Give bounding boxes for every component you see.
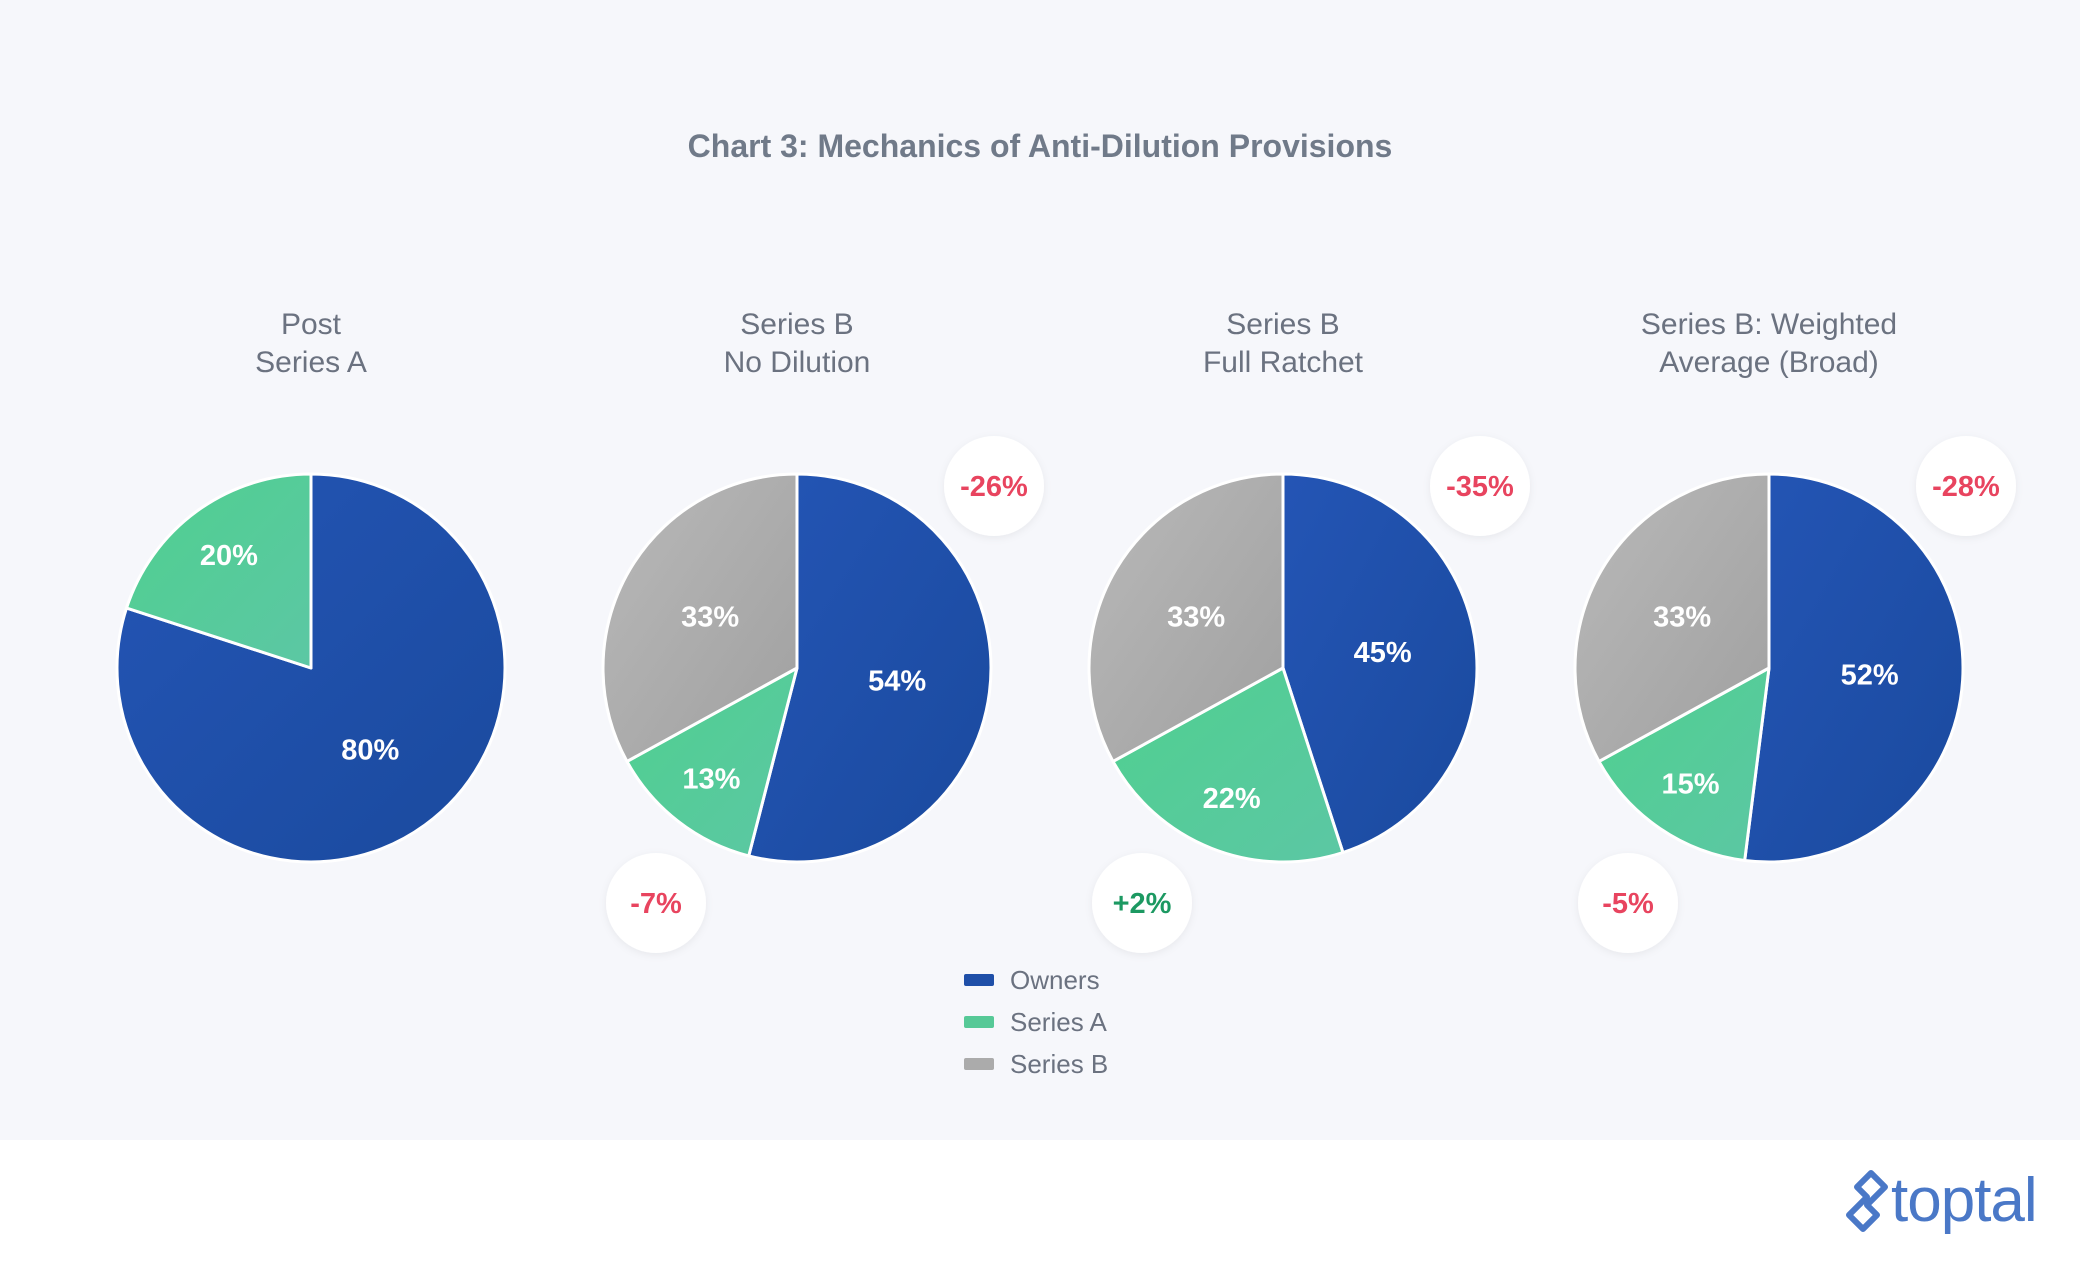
brand-name: toptal <box>1891 1166 2038 1235</box>
change-badge-circle <box>606 853 706 953</box>
slice-label-series-b: 33% <box>1653 602 1711 634</box>
pie-slice-owners <box>1281 472 1479 854</box>
slice-label-series-b: 33% <box>681 602 739 634</box>
pie-title-line: Series B: Weighted <box>1641 308 1897 341</box>
legend-item-series-b: Series B <box>964 1049 1108 1079</box>
slice-label-series-a: 13% <box>682 763 740 795</box>
pie-title-line: Post <box>281 308 342 341</box>
change-badge-circle <box>1092 853 1192 953</box>
pie-chart-2: Series B No Dilution 54% 13% 33% -26% -7% <box>601 308 1044 953</box>
chart-title: Chart 3: Mechanics of Anti-Dilution Prov… <box>688 128 1393 164</box>
pie-chart-4: Series B: Weighted Average (Broad) 52% 15% 3… <box>1573 308 2016 953</box>
pie-chart-1: Post Series A 80% 20% <box>115 308 507 864</box>
slice-label-owners: 52% <box>1841 659 1899 691</box>
pie-charts-figure: Chart 3: Mechanics of Anti-Dilution Prov… <box>115 128 2016 1079</box>
change-badge-circle <box>1430 436 1530 536</box>
slice-label-series-b: 33% <box>1167 602 1225 634</box>
pie-slice-series-a <box>625 666 799 858</box>
pie-slice-series-a <box>1111 666 1345 864</box>
legend-label: Owners <box>1010 965 1100 995</box>
change-badge-circle <box>944 436 1044 536</box>
toptal-logo-icon <box>1846 1170 1888 1232</box>
pie-title-line: Full Ratchet <box>1203 346 1364 379</box>
pie-title-line: Series B <box>740 308 853 341</box>
change-badge-owners: -28% <box>1916 436 2016 536</box>
pie-slice-series-a <box>1597 666 1771 862</box>
change-badge-series-a: -7% <box>606 853 706 953</box>
pie-slice-series-a <box>125 472 313 670</box>
pie-slice-series-b <box>601 472 799 763</box>
change-badge-owners: -26% <box>944 436 1044 536</box>
pie-title-line: Average (Broad) <box>1659 346 1879 379</box>
slice-label-series-a: 22% <box>1203 783 1261 815</box>
slice-label-series-a: 20% <box>200 540 258 572</box>
legend-item-series-a: Series A <box>964 1007 1107 1037</box>
pie-slice-series-b <box>1087 472 1285 763</box>
legend-swatch <box>964 1016 994 1028</box>
slice-label-owners: 45% <box>1354 637 1412 669</box>
brand-logo: toptal <box>1845 1166 2038 1235</box>
change-badge-series-a: +2% <box>1092 853 1192 953</box>
pie-title-line: Series B <box>1226 308 1339 341</box>
change-badge-label: -5% <box>1602 888 1654 920</box>
legend-label: Series A <box>1010 1007 1107 1037</box>
legend: Owners Series A Series B <box>964 965 1108 1079</box>
change-badge-label: -35% <box>1446 471 1514 503</box>
slice-label-series-a: 15% <box>1661 769 1719 801</box>
change-badge-label: +2% <box>1113 888 1172 920</box>
slice-label-owners: 54% <box>868 666 926 698</box>
change-badge-series-a: -5% <box>1578 853 1678 953</box>
pie-slice-owners <box>747 472 993 864</box>
change-badge-circle <box>1916 436 2016 536</box>
pie-chart-3: Series B Full Ratchet 45% 22% 33% -35% +2% <box>1087 308 1530 953</box>
change-badge-label: -26% <box>960 471 1028 503</box>
pie-title-line: No Dilution <box>724 346 871 379</box>
legend-label: Series B <box>1010 1049 1108 1079</box>
change-badge-label: -7% <box>630 888 682 920</box>
change-badge-label: -28% <box>1932 471 2000 503</box>
pie-slice-owners <box>1743 472 1965 864</box>
legend-swatch <box>964 1058 994 1070</box>
pie-title-line: Series A <box>255 346 367 379</box>
change-badge-owners: -35% <box>1430 436 1530 536</box>
legend-swatch <box>964 974 994 986</box>
pie-slice-series-b <box>1573 472 1771 763</box>
chart-panel: Chart 3: Mechanics of Anti-Dilution Prov… <box>115 128 2016 1079</box>
legend-item-owners: Owners <box>964 965 1100 995</box>
slice-label-owners: 80% <box>341 735 399 767</box>
pies-layer: Post Series A 80% 20% Series B No Dilution 54%… <box>115 308 2016 953</box>
change-badge-circle <box>1578 853 1678 953</box>
